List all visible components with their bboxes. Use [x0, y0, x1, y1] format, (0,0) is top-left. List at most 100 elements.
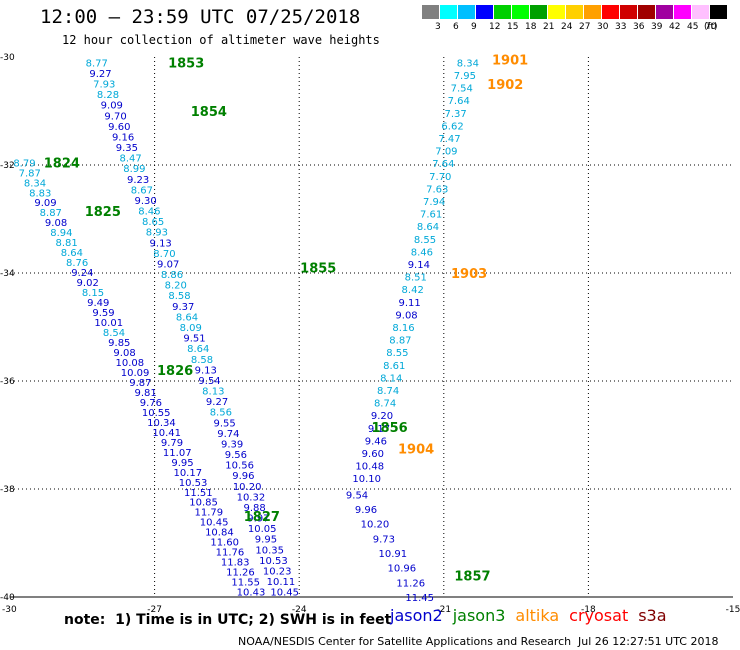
colorbar-swatch: [566, 5, 583, 19]
pass-time-label: 1827: [244, 510, 280, 525]
pass-time-label: 1901: [492, 54, 528, 69]
swh-value-label: 7.87: [19, 168, 41, 179]
swh-value-label: 8.64: [61, 248, 83, 259]
colorbar-label: 42: [669, 22, 681, 32]
colorbar-swatch: [512, 5, 529, 19]
swh-value-label: 8.46: [138, 207, 160, 218]
swh-value-label: 11.79: [195, 508, 224, 519]
swh-value-label: 9.46: [365, 436, 387, 447]
swh-value-label: 8.74: [377, 386, 399, 397]
swh-value-label: 8.55: [414, 235, 436, 246]
swh-value-label: 10.96: [387, 564, 416, 575]
swh-value-label: 8.70: [153, 249, 175, 260]
swh-value-label: 9.27: [89, 69, 111, 80]
swh-value-label: 9.13: [150, 238, 172, 249]
mission-legend-entry: s3a: [638, 606, 667, 625]
mission-legend-entry: jason2: [390, 606, 443, 625]
swh-value-label: 8.58: [168, 291, 190, 302]
swh-value-label: 9.73: [373, 534, 395, 545]
swh-value-label: 8.81: [55, 238, 77, 249]
colorbar-label: 18: [525, 22, 537, 32]
swh-value-label: 8.76: [66, 258, 88, 269]
colorbar-swatch: [710, 5, 727, 19]
swh-value-label: 9.13: [195, 365, 217, 376]
swh-value-label: 8.64: [417, 222, 439, 233]
colorbar-swatch: [638, 5, 655, 19]
swh-value-label: 11.55: [231, 578, 260, 589]
swh-value-label: 8.93: [146, 228, 168, 239]
swh-value-label: 8.51: [405, 273, 427, 284]
colorbar-swatch: [692, 5, 709, 19]
swh-value-label: 8.15: [82, 288, 104, 299]
swh-value-label: 9.09: [101, 101, 123, 112]
swh-value-label: 9.08: [395, 310, 417, 321]
timestamp-text: Jul 26 12:27:51 UTC 2018: [578, 635, 719, 648]
mission-legend-entry: altika: [515, 606, 560, 625]
swh-value-label: 9.54: [198, 376, 220, 387]
x-tick-label: -18: [581, 605, 596, 615]
swh-value-label: 8.65: [142, 217, 164, 228]
swh-value-label: 10.48: [355, 462, 384, 473]
y-tick-label: -30: [0, 53, 15, 63]
y-tick-label: -36: [0, 377, 15, 387]
swh-value-label: 8.58: [191, 355, 213, 366]
swh-value-label: 9.96: [355, 505, 377, 516]
swh-value-label: 7.09: [435, 147, 457, 158]
colorbar-swatch: [494, 5, 511, 19]
swh-value-label: 7.64: [432, 159, 454, 170]
swh-value-label: 9.96: [232, 471, 254, 482]
swh-value-label: 8.42: [402, 285, 424, 296]
swh-value-label: 7.37: [444, 109, 466, 120]
swh-value-label: 8.61: [383, 361, 405, 372]
swh-value-label: 9.14: [408, 260, 430, 271]
colorbar-swatch: [422, 5, 439, 19]
swh-value-tracks: 8.779.277.938.289.099.709.609.169.358.47…: [13, 58, 479, 604]
swh-value-label: 9.60: [108, 122, 130, 133]
swh-value-label: 9.30: [135, 196, 157, 207]
swh-value-label: 7.70: [429, 172, 451, 183]
pass-time-label: 1855: [300, 262, 336, 277]
swh-value-label: 9.81: [134, 388, 156, 399]
swh-value-label: 8.09: [180, 323, 202, 334]
swh-value-label: 8.64: [176, 312, 198, 323]
swh-value-label: 9.27: [206, 397, 228, 408]
pass-time-label: 1854: [191, 105, 227, 120]
swh-value-label: 9.35: [116, 143, 138, 154]
grid-layer: [10, 57, 733, 597]
swh-value-label: 9.16: [112, 132, 134, 143]
swh-value-label: 10.55: [142, 408, 171, 419]
swh-value-label: 7.93: [93, 80, 115, 91]
pass-time-label: 1826: [157, 364, 193, 379]
swh-value-label: 8.64: [187, 344, 209, 355]
swh-value-label: 9.95: [255, 535, 277, 546]
colorbar-label: 39: [651, 22, 663, 32]
swh-value-label: 10.09: [121, 368, 150, 379]
swh-value-label: 10.91: [379, 549, 408, 560]
colorbar-label: 45: [687, 22, 699, 32]
swh-value-label: 9.74: [217, 429, 239, 440]
page-subtitle: 12 hour collection of altimeter wave hei…: [62, 33, 380, 47]
swh-value-label: 11.26: [226, 568, 255, 579]
swh-value-label: 8.20: [165, 281, 187, 292]
y-tick-label: -34: [0, 269, 15, 279]
colorbar-swatch: [530, 5, 547, 19]
colorbar-label: 3: [435, 22, 441, 32]
swh-value-label: 10.11: [267, 577, 296, 588]
pass-time-label: 1857: [454, 569, 490, 584]
swh-value-label: 10.85: [189, 498, 218, 509]
swh-value-label: 9.07: [157, 259, 179, 270]
swh-value-label: 8.54: [103, 328, 125, 339]
swh-value-label: 9.55: [213, 418, 235, 429]
swh-value-label: 9.87: [129, 378, 151, 389]
colorbar-swatch: [458, 5, 475, 19]
swh-value-label: 8.77: [86, 58, 108, 69]
swh-value-label: 8.55: [386, 348, 408, 359]
swh-value-label: 11.51: [184, 488, 213, 499]
swh-value-label: 9.88: [244, 503, 266, 514]
pass-time-label: 1825: [85, 205, 121, 220]
pass-time-labels: 1853 1854 1824 1825 1855 1826 1856 1827 1857 1901…: [44, 54, 528, 585]
x-tick-label: -24: [292, 605, 307, 615]
swh-value-label: 10.05: [248, 524, 277, 535]
